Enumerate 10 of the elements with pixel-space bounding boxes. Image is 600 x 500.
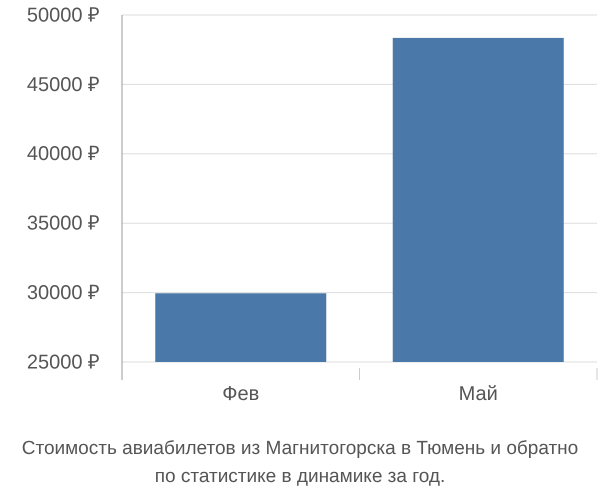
x-tick-label: Фев xyxy=(222,383,260,406)
y-tick-label: 35000 ₽ xyxy=(26,212,100,235)
text: по статистике в динамике за год. xyxy=(154,466,446,487)
y-tick-label: 45000 ₽ xyxy=(26,74,100,96)
y-tick-label: 40000 ₽ xyxy=(26,143,100,166)
y-tick-label: 25000 ₽ xyxy=(26,351,100,374)
y-tick-label: 50000 ₽ xyxy=(26,4,100,26)
y-tick-label: 30000 ₽ xyxy=(26,282,100,304)
x-tick-label: Май xyxy=(458,383,498,406)
text: Стоимость авиабилетов из Магнитогорска в Тюмень и обратно xyxy=(22,438,578,459)
